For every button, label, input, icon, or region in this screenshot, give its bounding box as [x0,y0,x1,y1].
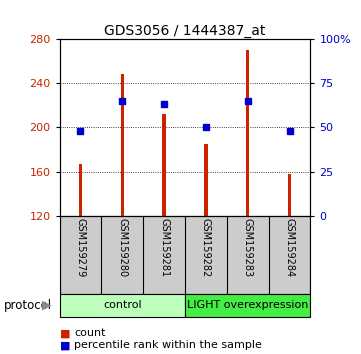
Bar [246,50,249,216]
Text: GSM159283: GSM159283 [243,218,253,278]
Text: GSM159279: GSM159279 [75,218,86,278]
Text: protocol: protocol [4,299,52,312]
Text: GSM159282: GSM159282 [201,218,211,278]
Text: ■: ■ [60,340,70,350]
Title: GDS3056 / 1444387_at: GDS3056 / 1444387_at [104,24,266,38]
Text: count: count [74,329,105,338]
Bar [79,164,82,216]
Text: GSM159284: GSM159284 [284,218,295,278]
Bar [288,174,291,216]
Text: GSM159281: GSM159281 [159,218,169,278]
Bar [121,74,124,216]
Text: GSM159280: GSM159280 [117,218,127,278]
Text: percentile rank within the sample: percentile rank within the sample [74,340,262,350]
Text: control: control [103,300,142,310]
Bar [204,144,208,216]
Text: ▶: ▶ [42,299,51,312]
Bar [185,294,310,317]
Bar [162,114,166,216]
Text: LIGHT overexpression: LIGHT overexpression [187,300,308,310]
Text: ■: ■ [60,329,70,338]
Bar [60,294,185,317]
